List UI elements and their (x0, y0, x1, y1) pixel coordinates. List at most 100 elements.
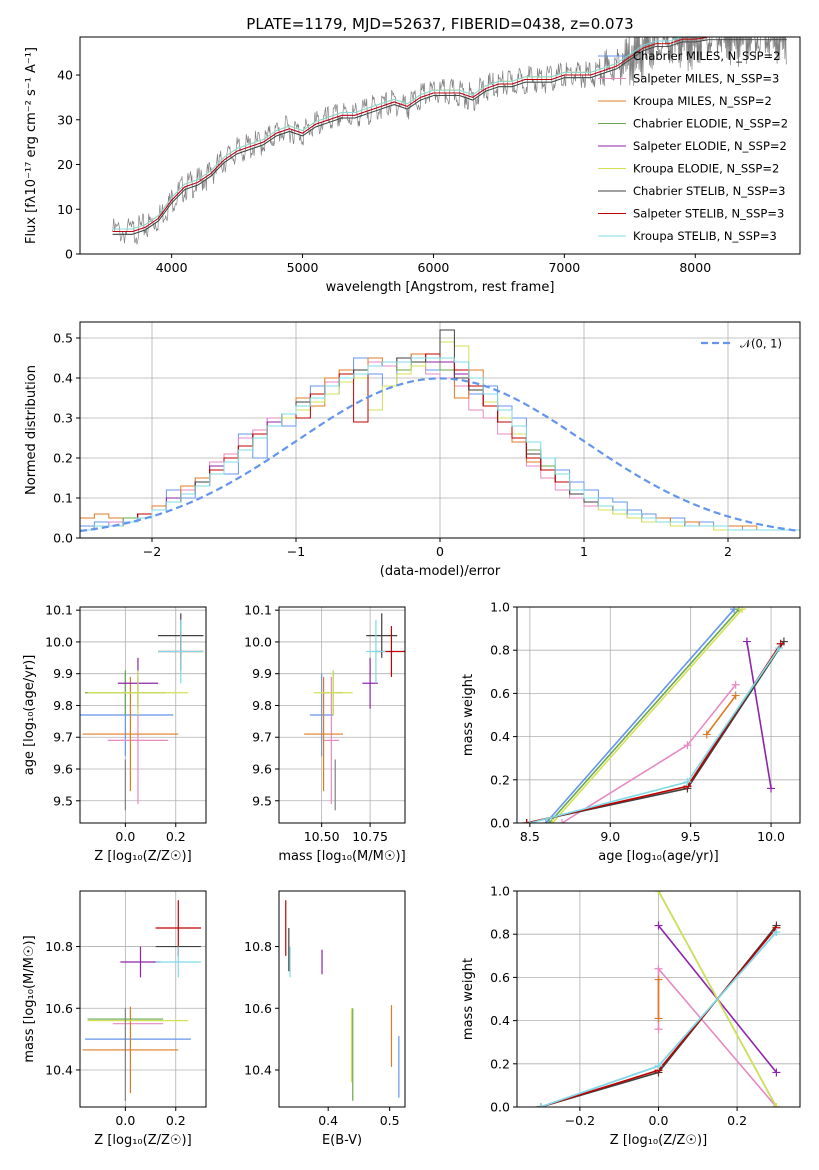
y-tick-label: 0 (65, 247, 73, 262)
weight-line (526, 641, 785, 823)
y-tick-label: 10.8 (244, 939, 272, 954)
x-axis-label: E(B-V) (322, 1133, 362, 1148)
x-tick-label: 0.2 (166, 1113, 186, 1128)
y-axis-label: mass weight (461, 958, 476, 1040)
y-tick-label: 10.6 (45, 1001, 73, 1016)
weight-line (529, 647, 780, 823)
y-tick-label: 0.8 (490, 643, 510, 658)
y-tick-label: 10.1 (45, 603, 73, 618)
x-tick-label: 0.2 (166, 829, 186, 844)
y-tick-label: 10.4 (244, 1062, 272, 1077)
y-axis-label: Normed distribution (24, 365, 39, 495)
y-axis-label: mass [log₁₀(M/M☉)] (22, 935, 37, 1062)
y-tick-label: 10 (57, 202, 73, 217)
weight-marker (767, 784, 776, 793)
weight-marker (654, 1014, 663, 1023)
y-tick-label: 0.2 (490, 1056, 510, 1071)
x-axis-label: mass [log₁₀(M/M☉)] (278, 849, 405, 864)
legend-label: Salpeter ELODIE, N_SSP=2 (633, 139, 787, 153)
weight-marker (522, 819, 531, 823)
y-tick-label: 9.7 (252, 730, 272, 745)
plot-area (80, 329, 800, 533)
y-tick-label: 9.6 (252, 762, 272, 777)
legend-label: Chabrier STELIB, N_SSP=3 (633, 184, 785, 198)
y-axis-label: mass weight (461, 674, 476, 756)
axes-frame (79, 890, 207, 1108)
x-axis-label: Z [log₁₀(Z/Z☉)] (94, 1133, 191, 1148)
x-axis-label: wavelength [Angstrom, rest frame] (326, 280, 555, 295)
weight-marker (702, 730, 711, 739)
weight-marker (545, 819, 554, 823)
y-tick-label: 0.6 (490, 970, 510, 985)
legend-label: Salpeter STELIB, N_SSP=3 (633, 207, 784, 221)
plot-area (112, 37, 787, 245)
x-tick-label: 7000 (548, 260, 580, 275)
y-tick-label: 9.6 (53, 762, 73, 777)
y-tick-label: 0.0 (490, 1100, 510, 1115)
weight-marker (548, 819, 557, 823)
y-axis-label: age [log₁₀(age/yr)] (22, 655, 37, 776)
y-tick-label: 1.0 (490, 884, 510, 899)
model-spectrum-line (112, 37, 696, 230)
weight-line (657, 966, 778, 1107)
weight-marker (654, 1025, 663, 1034)
y-tick-label: 9.5 (53, 793, 73, 808)
plot-area (285, 900, 400, 1101)
model-spectrum-line (112, 65, 617, 233)
y-tick-label: 0.0 (490, 816, 510, 831)
axes-frame (278, 606, 406, 824)
age-vs-mass-panel: 10.50 10.75 9.5 9.6 9.7 9.8 9.9 10.0 10.1 mass [l… (244, 603, 406, 864)
figure-title: PLATE=1179, MJD=52637, FIBERID=0438, z=0… (246, 15, 633, 33)
legend-label: Chabrier MILES, N_SSP=2 (633, 49, 780, 63)
weight-marker (654, 891, 663, 895)
weight-marker (683, 777, 692, 786)
y-tick-label: 9.5 (252, 793, 272, 808)
x-tick-label: 0.0 (115, 1113, 135, 1128)
x-tick-label: 0.0 (115, 829, 135, 844)
weight-marker (772, 1068, 781, 1077)
y-tick-label: 20 (57, 157, 73, 172)
x-tick-label: 10.50 (304, 829, 340, 844)
x-tick-label: 4000 (156, 260, 188, 275)
y-tick-label: 0.4 (490, 729, 510, 744)
x-axis-label: Z [log₁₀(Z/Z☉)] (94, 849, 191, 864)
legend-label: 𝒩(0, 1) (740, 337, 782, 351)
model-spectrum-line (112, 65, 617, 233)
mass-vs-ebv-panel: 0.4 0.5 10.4 10.6 10.8 E(B-V) (244, 890, 406, 1148)
weight-marker (654, 1061, 663, 1070)
x-tick-label: 0 (436, 544, 444, 559)
weight-line (545, 608, 735, 823)
plot-area (522, 607, 788, 823)
weight-marker (731, 691, 740, 700)
model-spectrum-line (112, 62, 617, 230)
weight-marker (683, 741, 692, 750)
weight-marker (541, 819, 550, 823)
y-tick-label: 10.1 (244, 603, 272, 618)
y-axis-label: Flux [fλ10⁻¹⁷ erg cm⁻² s⁻¹ A⁻¹] (24, 47, 39, 244)
y-tick-label: 9.9 (53, 666, 73, 681)
y-tick-label: 10.8 (45, 939, 73, 954)
weight-marker (536, 1103, 545, 1107)
y-tick-label: 9.8 (53, 698, 73, 713)
weight-marker (775, 644, 784, 653)
weight-marker (654, 921, 663, 930)
y-tick-label: 10.0 (244, 634, 272, 649)
weight-marker (776, 639, 785, 648)
y-tick-label: 10.4 (45, 1062, 73, 1077)
model-spectrum-line (112, 68, 617, 235)
residual-histogram-panel: 𝒩(0, 1) −2 −1 0 1 2 0.0 0.1 0.2 0.3 0.4 0.5 (data-mo… (24, 321, 801, 579)
weight-vs-age-panel: 8.5 9.0 9.5 10.0 0.0 0.2 0.4 0.6 0.8 1.0 age [log₁… (461, 600, 801, 864)
histogram-step-line (80, 357, 800, 531)
axes-frame (278, 890, 406, 1108)
x-tick-label: 9.5 (681, 829, 701, 844)
spectrum-panel: Chabrier MILES, N_SSP=2 Salpeter MILES, N… (24, 36, 801, 295)
x-tick-label: 1 (580, 544, 588, 559)
mass-vs-metallicity-panel: 0.0 0.2 10.4 10.6 10.8 Z [log₁₀(Z/Z☉)] mass [l… (22, 890, 207, 1148)
x-tick-label: 6000 (418, 260, 450, 275)
age-vs-metallicity-panel: 0.0 0.2 9.5 9.6 9.7 9.8 9.9 10.0 10.1 Z [log₁₀(Z/… (22, 603, 207, 864)
model-spectrum-line (112, 62, 617, 230)
weight-line (551, 608, 743, 823)
weight-marker (525, 819, 534, 823)
x-tick-label: 8.5 (520, 829, 540, 844)
